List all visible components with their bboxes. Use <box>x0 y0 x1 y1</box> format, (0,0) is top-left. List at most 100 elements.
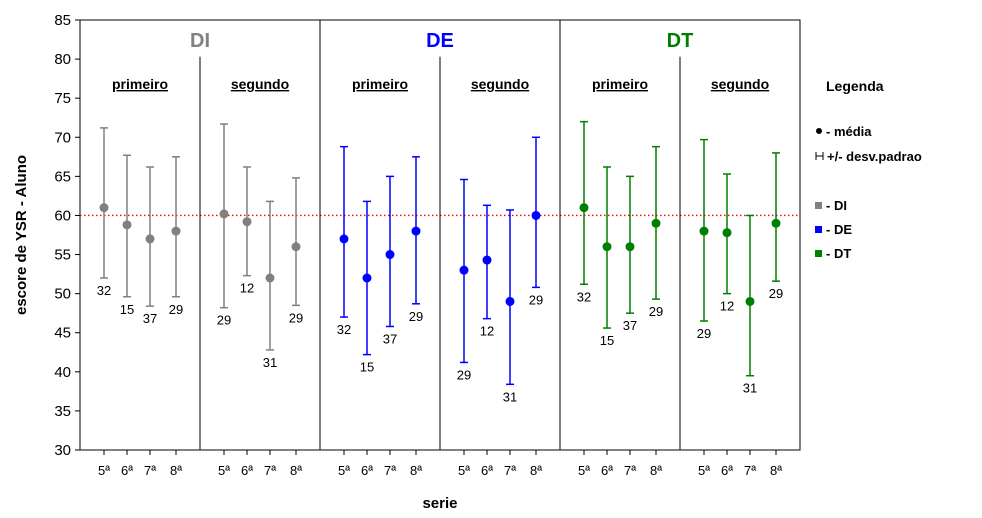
subgroup-title-segundo: segundo <box>471 76 529 92</box>
legend-title: Legenda <box>826 78 884 94</box>
y-tick-label: 45 <box>54 325 71 342</box>
mean-point <box>99 203 109 213</box>
sample-size-label: 37 <box>623 318 637 333</box>
legend-mean-label: - média <box>826 124 872 139</box>
mean-point <box>219 209 229 219</box>
mean-point <box>459 265 469 275</box>
mean-point <box>745 296 755 306</box>
x-tick-label: 5ª <box>578 463 590 478</box>
legend-swatch-di <box>815 202 822 209</box>
group-title-dt: DT <box>667 30 694 52</box>
mean-point <box>602 242 612 252</box>
sample-size-label: 29 <box>217 313 231 328</box>
sample-size-label: 32 <box>97 283 111 298</box>
sample-size-label: 37 <box>383 331 397 346</box>
group-title-de: DE <box>426 30 454 52</box>
x-tick-label: 8ª <box>650 463 662 478</box>
mean-point <box>505 296 515 306</box>
subgroup-title-segundo: segundo <box>231 76 289 92</box>
mean-point <box>145 234 155 244</box>
mean-point <box>385 250 395 260</box>
x-tick-label: 6ª <box>601 463 613 478</box>
y-tick-label: 50 <box>54 286 71 303</box>
y-tick-label: 70 <box>54 129 71 146</box>
mean-point <box>291 242 301 252</box>
mean-point <box>651 218 661 228</box>
subgroup-title-primeiro: primeiro <box>352 76 408 92</box>
x-tick-label: 6ª <box>481 463 493 478</box>
sample-size-label: 12 <box>480 324 494 339</box>
subgroup-title-primeiro: primeiro <box>112 76 168 92</box>
sample-size-label: 15 <box>120 302 134 317</box>
x-tick-label: 6ª <box>361 463 373 478</box>
x-tick-label: 6ª <box>121 463 133 478</box>
y-axis-title: escore de YSR - Aluno <box>13 155 30 315</box>
x-tick-label: 7ª <box>144 463 156 478</box>
group-title-di: DI <box>190 30 210 52</box>
sample-size-label: 29 <box>649 304 663 319</box>
y-tick-label: 75 <box>54 90 71 107</box>
x-tick-label: 8ª <box>410 463 422 478</box>
legend-swatch-dt <box>815 250 822 257</box>
y-tick-label: 40 <box>54 364 71 381</box>
legend-label-di: - DI <box>826 198 847 213</box>
mean-point <box>771 218 781 228</box>
sample-size-label: 29 <box>769 286 783 301</box>
sample-size-label: 32 <box>577 289 591 304</box>
mean-point <box>482 255 492 265</box>
x-tick-label: 8ª <box>290 463 302 478</box>
sample-size-label: 29 <box>529 292 543 307</box>
y-tick-label: 55 <box>54 247 71 264</box>
sample-size-label: 12 <box>720 299 734 314</box>
x-tick-label: 5ª <box>458 463 470 478</box>
y-tick-label: 85 <box>54 12 71 29</box>
subgroup-title-primeiro: primeiro <box>592 76 648 92</box>
x-axis-title: serie <box>422 495 457 512</box>
x-tick-label: 8ª <box>170 463 182 478</box>
x-tick-label: 5ª <box>218 463 230 478</box>
x-tick-label: 7ª <box>624 463 636 478</box>
sample-size-label: 31 <box>743 381 757 396</box>
y-tick-label: 30 <box>54 442 71 459</box>
sample-size-label: 29 <box>289 310 303 325</box>
y-tick-label: 35 <box>54 403 71 420</box>
x-tick-label: 6ª <box>721 463 733 478</box>
legend-swatch-de <box>815 226 822 233</box>
y-tick-label: 65 <box>54 168 71 185</box>
x-tick-label: 5ª <box>98 463 110 478</box>
x-tick-label: 7ª <box>264 463 276 478</box>
sample-size-label: 32 <box>337 322 351 337</box>
mean-point <box>722 228 732 238</box>
mean-point <box>531 210 541 220</box>
sample-size-label: 15 <box>600 333 614 348</box>
x-tick-label: 8ª <box>530 463 542 478</box>
legend-mean-symbol <box>816 128 822 134</box>
legend-label-dt: - DT <box>826 246 851 261</box>
mean-point <box>699 226 709 236</box>
x-tick-label: 8ª <box>770 463 782 478</box>
x-tick-label: 7ª <box>384 463 396 478</box>
mean-point <box>265 273 275 283</box>
y-tick-label: 80 <box>54 51 71 68</box>
mean-point <box>362 273 372 283</box>
sample-size-label: 15 <box>360 360 374 375</box>
y-tick-label: 60 <box>54 207 71 224</box>
mean-point <box>411 226 421 236</box>
x-tick-label: 5ª <box>698 463 710 478</box>
legend-label-de: - DE <box>826 222 852 237</box>
sample-size-label: 37 <box>143 311 157 326</box>
sample-size-label: 29 <box>457 367 471 382</box>
legend-sd-label: +/- desv.padrao <box>827 149 922 164</box>
mean-point <box>625 242 635 252</box>
mean-point <box>242 217 252 227</box>
x-tick-label: 7ª <box>504 463 516 478</box>
mean-point <box>339 234 349 244</box>
x-tick-label: 5ª <box>338 463 350 478</box>
mean-point <box>171 226 181 236</box>
sample-size-label: 31 <box>503 389 517 404</box>
sample-size-label: 31 <box>263 355 277 370</box>
sample-size-label: 29 <box>169 302 183 317</box>
sample-size-label: 29 <box>409 309 423 324</box>
